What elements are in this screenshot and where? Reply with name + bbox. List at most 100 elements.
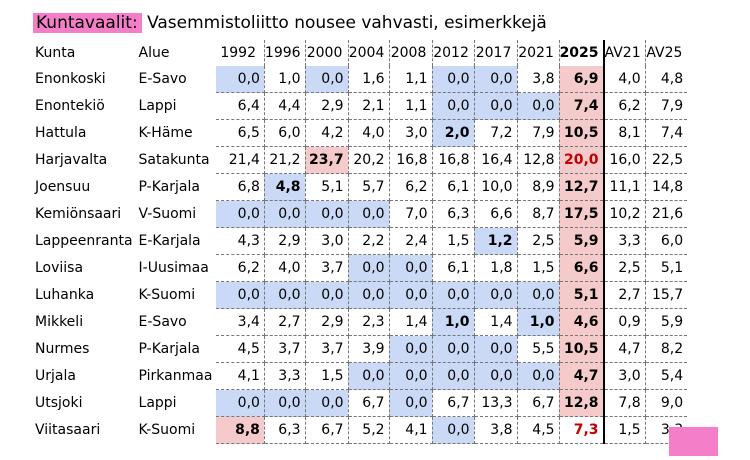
cell-value-av25: 7,9 — [645, 92, 688, 120]
cell-value-2004: 6,7 — [348, 389, 390, 417]
cell-value-1996: 4,4 — [264, 92, 306, 120]
cell-value-2012: 0,0 — [432, 92, 475, 120]
cell-value-2000: 0,0 — [305, 200, 349, 228]
cell-value-2021: 2,5 — [517, 227, 560, 255]
cell-value-2012: 2,0 — [432, 119, 475, 147]
cell-value-2012: 1,0 — [432, 308, 475, 336]
cell-value-1992: 21,4 — [216, 146, 265, 174]
cell-kunta: Mikkeli — [35, 314, 84, 330]
cell-value-2017: 0,0 — [474, 281, 518, 309]
cell-value-1992: 6,8 — [216, 173, 265, 201]
cell-value-2000: 3,7 — [305, 335, 349, 363]
cell-value-2012: 0,0 — [432, 362, 475, 390]
cell-value-2012: 6,3 — [432, 200, 475, 228]
cell-value-2017: 10,0 — [474, 173, 518, 201]
cell-kunta: Joensuu — [35, 179, 91, 195]
cell-value-2021: 1,5 — [517, 254, 560, 282]
table-row: Enonkoski E-Savo 0,0 1,0 0,0 1,6 1,1 0,0 0,0 3,8 6… — [33, 66, 688, 93]
cell-value-av25: 15,7 — [645, 281, 688, 309]
cell-value-2004: 1,6 — [348, 66, 390, 93]
cell-value-2004: 5,7 — [348, 173, 390, 201]
table-row: Nurmes P-Karjala 4,5 3,7 3,7 3,9 0,0 0,0 0,0 5,5 1… — [33, 335, 688, 363]
column-header-1996: 1996 — [264, 40, 306, 66]
cell-value-2017: 1,4 — [474, 308, 518, 336]
cell-value-2008: 1,1 — [389, 66, 433, 93]
cell-value-2000: 3,0 — [305, 227, 349, 255]
cell-value-2004: 2,2 — [348, 227, 390, 255]
cell-value-2021: 8,9 — [517, 173, 560, 201]
column-header-2004: 2004 — [348, 40, 390, 66]
cell-value-1992: 8,8 — [216, 416, 265, 444]
cell-value-2017: 0,0 — [474, 66, 518, 93]
title-highlight: Kuntavaalit: — [33, 13, 142, 33]
column-header-1992: 1992 — [216, 40, 265, 66]
cell-value-av21: 3,3 — [602, 227, 646, 255]
table-row: Enontekiö Lappi 6,4 4,4 2,9 2,1 1,1 0,0 0,0 0,0 7,… — [33, 92, 688, 120]
cell-value-2008: 4,1 — [389, 416, 433, 444]
cell-value-2008: 0,0 — [389, 254, 433, 282]
cell-value-2017: 0,0 — [474, 92, 518, 120]
cell-kunta: Enonkoski — [35, 71, 106, 88]
highlight-box — [669, 427, 718, 456]
cell-value-1996: 3,7 — [264, 335, 306, 363]
title-text: Vasemmistoliitto nousee vahvasti, esimer… — [141, 13, 547, 33]
cell-value-1996: 3,3 — [264, 362, 306, 390]
cell-value-2004: 20,2 — [348, 146, 390, 174]
cell-value-1992: 0,0 — [216, 66, 265, 93]
cell-value-2025: 4,7 — [559, 362, 605, 390]
cell-alue: K-Häme — [138, 125, 193, 141]
table-row: Lappeenranta E-Karjala 4,3 2,9 3,0 2,2 2,4 1,5 1… — [33, 227, 688, 255]
table-row: Mikkeli E-Savo 3,4 2,7 2,9 2,3 1,4 1,0 1,4 1,0 4,6… — [33, 308, 688, 336]
cell-value-av25: 4,8 — [645, 66, 688, 93]
column-header-alue: Alue — [138, 45, 170, 61]
cell-value-1996: 4,0 — [264, 254, 306, 282]
cell-value-1992: 4,3 — [216, 227, 265, 255]
cell-value-av25: 14,8 — [645, 173, 688, 201]
cell-value-2000: 0,0 — [305, 389, 349, 417]
cell-kunta: Viitasaari — [35, 422, 101, 438]
cell-value-2021: 8,7 — [517, 200, 560, 228]
cell-value-2021: 12,8 — [517, 146, 560, 174]
cell-value-2021: 0,0 — [517, 362, 560, 390]
cell-value-2000: 6,7 — [305, 416, 349, 444]
cell-value-av21: 11,1 — [602, 173, 646, 201]
cell-value-2017: 16,4 — [474, 146, 518, 174]
cell-alue: K-Suomi — [138, 422, 196, 438]
cell-value-2008: 6,2 — [389, 173, 433, 201]
cell-kunta: Enontekiö — [35, 98, 105, 114]
cell-value-1996: 0,0 — [264, 200, 306, 228]
cell-value-av21: 7,8 — [602, 389, 646, 417]
cell-value-2012: 0,0 — [432, 335, 475, 363]
cell-value-2017: 1,8 — [474, 254, 518, 282]
cell-value-2000: 1,5 — [305, 362, 349, 390]
cell-value-2000: 0,0 — [305, 281, 349, 309]
cell-kunta: Nurmes — [35, 341, 90, 357]
cell-alue: Lappi — [138, 395, 177, 411]
cell-value-1996: 21,2 — [264, 146, 306, 174]
cell-value-1996: 4,8 — [264, 173, 306, 201]
column-header-av21: AV21 — [602, 40, 646, 66]
cell-value-av25: 5,4 — [645, 362, 688, 390]
cell-value-1992: 4,1 — [216, 362, 265, 390]
column-header-2012: 2012 — [432, 40, 475, 66]
cell-value-1996: 2,9 — [264, 227, 306, 255]
table-row: Luhanka K-Suomi 0,0 0,0 0,0 0,0 0,0 0,0 0,0 0,0 5,… — [33, 281, 688, 309]
cell-value-2012: 0,0 — [432, 66, 475, 93]
cell-value-2025: 7,4 — [559, 92, 605, 120]
cell-value-av21: 16,0 — [602, 146, 646, 174]
cell-kunta: Hattula — [35, 125, 87, 141]
cell-alue: K-Suomi — [138, 287, 196, 303]
cell-value-2004: 4,0 — [348, 119, 390, 147]
cell-value-av25: 7,4 — [645, 119, 688, 147]
cell-value-2008: 0,0 — [389, 362, 433, 390]
cell-value-av25: 5,1 — [645, 254, 688, 282]
cell-value-av25: 9,0 — [645, 389, 688, 417]
cell-value-2000: 5,1 — [305, 173, 349, 201]
cell-value-2025: 5,9 — [559, 227, 605, 255]
table-row: Urjala Pirkanmaa 4,1 3,3 1,5 0,0 0,0 0,0 0,0 0,0 4… — [33, 362, 688, 390]
cell-value-2025: 5,1 — [559, 281, 605, 309]
cell-value-2025: 12,8 — [559, 389, 605, 417]
results-table: Kunta Alue 1992 1996 2000 2004 2008 2012 2017 202… — [33, 40, 688, 444]
cell-value-2000: 2,9 — [305, 92, 349, 120]
column-header-2021: 2021 — [517, 40, 560, 66]
